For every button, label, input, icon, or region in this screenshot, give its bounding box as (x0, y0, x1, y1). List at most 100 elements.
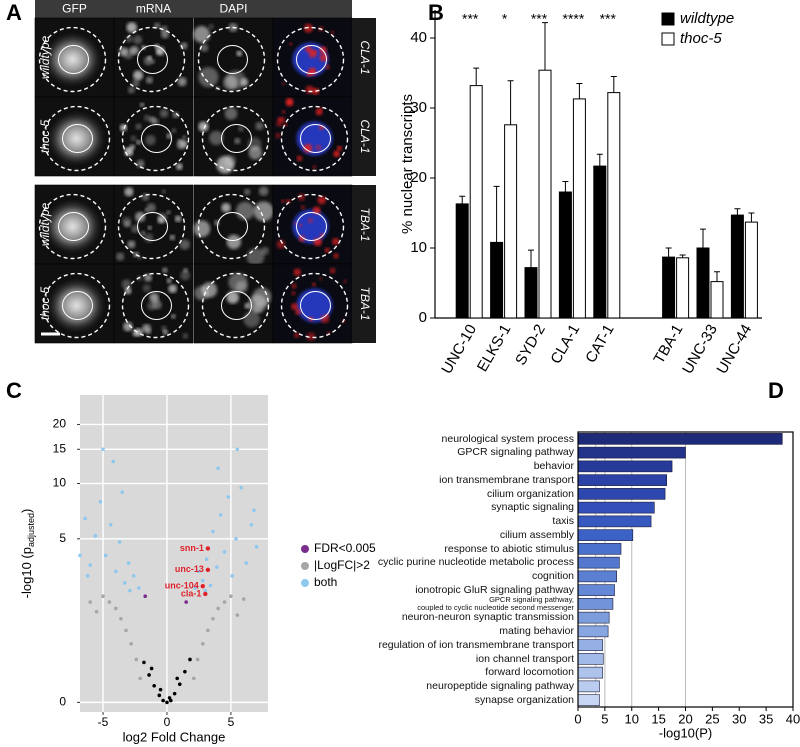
error-bar (714, 271, 720, 282)
gene-strip (352, 97, 376, 176)
bar (662, 256, 676, 319)
dapi (296, 288, 333, 323)
y-tick-label: taxis (552, 515, 574, 528)
mrna-dot (315, 144, 322, 151)
speckle (180, 270, 191, 281)
y-axis-label-tail: ) (19, 509, 34, 513)
mrna-dot (291, 283, 297, 289)
speckle (144, 273, 153, 282)
speckle (193, 25, 210, 43)
highlight-point (205, 567, 211, 573)
bar (577, 611, 610, 624)
point (216, 466, 220, 471)
speckle (124, 287, 132, 295)
speckle (224, 154, 237, 167)
point (114, 606, 118, 611)
bar (744, 221, 758, 319)
speckle (172, 111, 179, 119)
highlight-point (205, 546, 211, 551)
nucleus-outline (141, 124, 172, 153)
speckle (126, 22, 138, 33)
speckle (162, 329, 168, 335)
mrna-dot (317, 195, 326, 205)
mrna-dot (276, 239, 286, 249)
y-tick-label: 0 (59, 695, 66, 709)
cell-outline (276, 26, 345, 93)
bar (577, 570, 618, 583)
point (124, 628, 128, 633)
speckle (132, 79, 140, 87)
error-bar (734, 208, 741, 216)
label-box: GPCR signaling pathway (457, 446, 574, 459)
mrna-dot (275, 132, 281, 139)
error-bar (528, 249, 534, 268)
bar (577, 556, 620, 569)
mrna-dot (329, 267, 336, 274)
nucleus-outline (62, 291, 93, 320)
y-tick-label: cilium organization (487, 487, 574, 500)
speckle (226, 291, 239, 304)
bar (577, 529, 634, 541)
speckle (198, 67, 219, 88)
panel-label: A (6, 0, 22, 25)
label-box: cyclic purine nucleotide metabolic proce… (378, 557, 574, 567)
point (149, 666, 154, 671)
x-tick-label: 0 (574, 711, 581, 726)
y-tick-label: 30 (410, 99, 427, 116)
label-box: response to abiotic stimulus (444, 543, 574, 553)
error-bar (507, 80, 514, 125)
bar (558, 191, 572, 319)
point (234, 537, 238, 541)
dapi (296, 121, 333, 156)
speckle (168, 284, 177, 294)
point (108, 522, 113, 527)
point (126, 561, 131, 565)
mrna-dot (336, 145, 343, 151)
point (152, 683, 156, 688)
y-tick-label: GPCR signaling pathway (457, 446, 574, 459)
column-header: GFP (62, 2, 87, 16)
point (200, 578, 205, 583)
legend-label: both (314, 575, 337, 589)
y-tick-label: cognition (531, 570, 574, 583)
speckle (161, 189, 166, 194)
highlight-point (200, 584, 205, 589)
gene-label: TBA-1 (358, 207, 372, 241)
cell-outline (280, 105, 349, 172)
speckle (235, 201, 255, 220)
label-box: taxis (552, 515, 574, 528)
nucleus-outline (217, 45, 248, 74)
bar (577, 653, 604, 665)
highlight-point (203, 591, 208, 597)
cell-outline (276, 193, 345, 260)
gene-strip (352, 264, 376, 343)
label-box: neuropeptide signaling pathway (426, 681, 574, 691)
error-bar (748, 212, 755, 223)
gene-label: CLA-1 (358, 40, 372, 74)
point (188, 657, 192, 662)
bar (577, 639, 604, 651)
y-tick-label: synaptic signaling (491, 501, 574, 514)
speckle (193, 220, 211, 238)
label-box: GPCR signaling pathway, coupled to cycli… (417, 596, 574, 611)
point (172, 691, 177, 696)
point (93, 534, 98, 538)
column-header: DAPI (219, 2, 247, 16)
legend-swatch (661, 32, 675, 46)
speckle (143, 56, 153, 66)
speckle (130, 45, 139, 55)
point (128, 588, 132, 593)
point (230, 574, 234, 578)
speckle (253, 201, 274, 222)
speckle (209, 130, 224, 146)
speckle (137, 255, 142, 260)
x-tick-label: ELKS-1 (474, 321, 515, 374)
speckle (123, 321, 133, 332)
speckle (124, 187, 134, 197)
error-bar (596, 153, 603, 167)
x-tick-label: 10 (625, 711, 639, 726)
point (117, 540, 122, 544)
column-header: mRNA (136, 2, 171, 16)
speckle (135, 123, 142, 130)
gene-annotation: unc-13 (175, 564, 204, 574)
